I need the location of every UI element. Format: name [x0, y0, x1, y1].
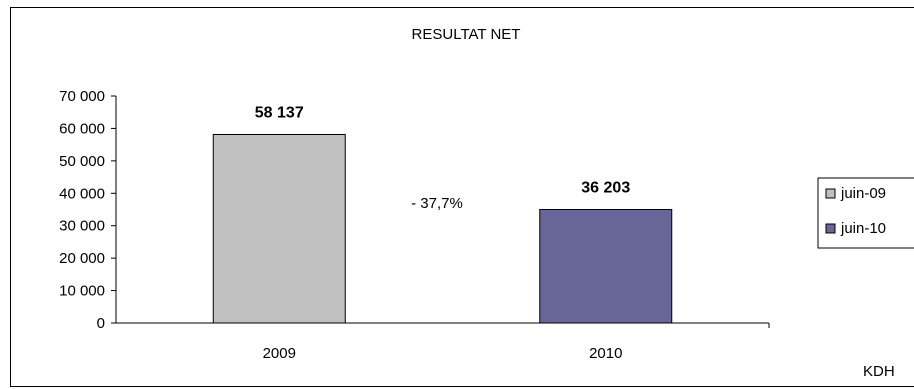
legend: juin-09 juin-10 [817, 177, 914, 249]
chart-frame [10, 7, 914, 387]
bar-2010 [539, 209, 673, 324]
legend-label-juin-09: juin-09 [840, 185, 886, 202]
chart-title: RESULTAT NET [412, 26, 521, 43]
legend-swatch-juin-10 [825, 223, 836, 234]
y-tick-label: 40 000 [59, 185, 105, 202]
unit-note: KDH [863, 363, 895, 380]
legend-swatch-juin-09 [825, 188, 836, 199]
data-label: 36 203 [581, 180, 630, 197]
bar-group: 58 137 36 203 [212, 104, 673, 324]
x-label-group: 2009 2010 [263, 345, 623, 362]
x-tick-label: 2010 [589, 345, 622, 362]
y-tick-label: 70 000 [59, 88, 105, 105]
y-tick-label: 0 [97, 315, 105, 332]
change-annotation: - 37,7% [411, 195, 463, 212]
x-tick-label: 2009 [263, 345, 296, 362]
y-tick-group: 0 10 000 20 000 30 000 40 000 50 000 60 000 70 … [59, 88, 116, 332]
y-tick-label: 20 000 [59, 250, 105, 267]
y-tick-label: 10 000 [59, 283, 105, 300]
y-tick-label: 50 000 [59, 153, 105, 170]
legend-label-juin-10: juin-10 [840, 220, 886, 237]
y-tick-label: 30 000 [59, 218, 105, 235]
bar-2009 [212, 133, 346, 324]
data-label: 58 137 [255, 104, 304, 121]
y-tick-label: 60 000 [59, 120, 105, 137]
